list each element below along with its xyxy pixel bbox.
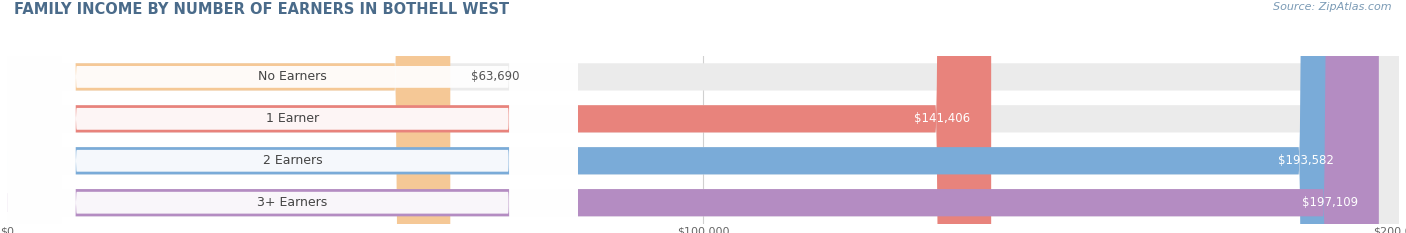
FancyBboxPatch shape [7,0,1379,233]
FancyBboxPatch shape [7,0,991,233]
Text: 1 Earner: 1 Earner [266,112,319,125]
Text: No Earners: No Earners [259,70,326,83]
Text: FAMILY INCOME BY NUMBER OF EARNERS IN BOTHELL WEST: FAMILY INCOME BY NUMBER OF EARNERS IN BO… [14,2,509,17]
FancyBboxPatch shape [7,0,578,233]
FancyBboxPatch shape [7,0,450,233]
Text: $197,109: $197,109 [1302,196,1358,209]
Text: $63,690: $63,690 [471,70,520,83]
Text: Source: ZipAtlas.com: Source: ZipAtlas.com [1274,2,1392,12]
Text: $193,582: $193,582 [1278,154,1333,167]
FancyBboxPatch shape [7,0,1399,233]
FancyBboxPatch shape [7,0,578,233]
FancyBboxPatch shape [7,0,578,233]
Text: 2 Earners: 2 Earners [263,154,322,167]
FancyBboxPatch shape [7,0,1399,233]
Text: $141,406: $141,406 [914,112,970,125]
FancyBboxPatch shape [7,0,578,233]
FancyBboxPatch shape [7,0,1399,233]
FancyBboxPatch shape [7,0,1399,233]
FancyBboxPatch shape [7,0,1354,233]
Text: 3+ Earners: 3+ Earners [257,196,328,209]
